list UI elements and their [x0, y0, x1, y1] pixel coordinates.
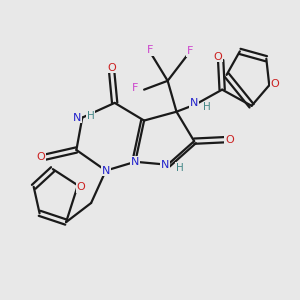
Text: O: O	[107, 63, 116, 73]
Text: O: O	[225, 135, 234, 145]
Text: N: N	[73, 112, 81, 123]
Text: N: N	[190, 98, 198, 108]
Text: F: F	[132, 83, 139, 93]
Text: O: O	[37, 152, 45, 162]
Text: O: O	[271, 79, 280, 89]
Text: H: H	[203, 102, 211, 112]
Text: N: N	[102, 166, 110, 176]
Text: N: N	[131, 157, 140, 167]
Text: O: O	[76, 182, 85, 192]
Text: N: N	[160, 160, 169, 170]
Text: F: F	[187, 46, 193, 56]
Text: H: H	[87, 111, 94, 121]
Text: H: H	[176, 163, 183, 173]
Text: O: O	[213, 52, 222, 62]
Text: F: F	[147, 45, 153, 55]
